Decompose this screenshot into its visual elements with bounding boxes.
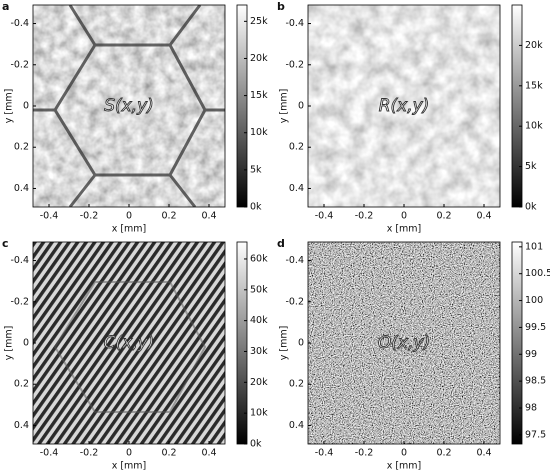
annotation: C(x,y) <box>104 333 155 353</box>
colorbar-tick-label: 10k <box>250 408 268 419</box>
y-axis-label: y [mm] <box>279 89 290 124</box>
panel: -0.4 -0.2 0 0.2 0.4 -0.4 -0.2 0 0.2 0.4 x [mm] y [m… <box>2 237 268 472</box>
x-tick-label: 0.4 <box>201 448 216 459</box>
colorbar-tick-label: 5k <box>525 161 537 172</box>
panel-label: c <box>2 237 9 250</box>
colorbar-tick-label: 99.5 <box>525 322 546 333</box>
colorbar <box>236 4 248 208</box>
y-axis-label: y [mm] <box>279 326 290 361</box>
y-tick-label: -0.4 <box>285 18 304 29</box>
annotation: O(x,y) <box>378 333 430 353</box>
x-tick-label: 0.2 <box>436 448 451 459</box>
x-tick-label: 0 <box>126 448 132 459</box>
x-axis-label: x [mm] <box>387 224 422 235</box>
colorbar-tick-label: 40k <box>250 315 268 326</box>
x-tick-label: 0.2 <box>161 448 176 459</box>
annotation: S(x,y) <box>104 96 154 116</box>
colorbar-tick-label: 100 <box>525 295 543 306</box>
colorbar-tick-label: 20k <box>250 53 268 64</box>
y-tick-label: 0 <box>23 101 29 112</box>
colorbar-tick-label: 30k <box>250 346 268 357</box>
x-tick-label: 0.4 <box>201 211 216 222</box>
panel-label: b <box>277 0 285 13</box>
panel-label: a <box>2 0 9 13</box>
colorbar-tick-label: 20k <box>525 40 543 51</box>
x-tick-label: 0.4 <box>476 448 491 459</box>
y-tick-label: 0.2 <box>289 142 304 153</box>
x-tick-label: -0.4 <box>315 211 334 222</box>
colorbar-tick-label: 20k <box>250 377 268 388</box>
colorbar <box>511 4 523 208</box>
x-tick-label: -0.2 <box>355 448 374 459</box>
y-tick-label: -0.2 <box>285 59 304 70</box>
colorbar-tick-label: 10k <box>525 121 543 132</box>
panel: -0.4 -0.2 0 0.2 0.4 -0.4 -0.2 0 0.2 0.4 x [mm] y [m… <box>2 0 268 235</box>
colorbar-tick-label: 25k <box>250 16 268 27</box>
colorbar-tick-label: 98 <box>525 403 537 414</box>
colorbar-tick-label: 15k <box>525 80 543 91</box>
y-tick-label: 0 <box>23 338 29 349</box>
x-tick-label: 0 <box>401 448 407 459</box>
y-tick-label: 0.4 <box>14 183 29 194</box>
colorbar-tick-label: 0k <box>250 202 262 213</box>
y-tick-label: 0.4 <box>289 420 304 431</box>
colorbar-tick-label: 60k <box>250 253 268 264</box>
x-tick-label: -0.2 <box>355 211 374 222</box>
colorbar <box>236 241 248 445</box>
y-tick-label: -0.4 <box>10 255 29 266</box>
colorbar-tick-label: 99 <box>525 349 537 360</box>
colorbar-tick-label: 50k <box>250 284 268 295</box>
panel-label: d <box>277 237 285 250</box>
y-tick-label: -0.4 <box>285 255 304 266</box>
y-tick-label: 0.2 <box>14 142 29 153</box>
y-tick-label: 0.4 <box>14 420 29 431</box>
x-axis-label: x [mm] <box>387 461 422 472</box>
x-tick-label: -0.2 <box>80 211 99 222</box>
x-tick-label: 0.2 <box>161 211 176 222</box>
y-tick-label: 0.4 <box>289 183 304 194</box>
y-tick-label: 0 <box>298 101 304 112</box>
image <box>33 242 225 444</box>
x-tick-label: -0.4 <box>40 448 59 459</box>
y-tick-label: 0.2 <box>14 379 29 390</box>
y-axis-label: y [mm] <box>4 326 15 361</box>
colorbar <box>511 241 523 445</box>
colorbar-tick-label: 15k <box>250 90 268 101</box>
y-tick-label: -0.4 <box>10 18 29 29</box>
x-tick-label: -0.4 <box>315 448 334 459</box>
colorbar-tick-label: 5k <box>250 164 262 175</box>
y-tick-label: 0 <box>298 338 304 349</box>
panel: -0.4 -0.2 0 0.2 0.4 -0.4 -0.2 0 0.2 0.4 x [mm] y [m… <box>277 0 543 235</box>
colorbar-tick-label: 10k <box>250 127 268 138</box>
colorbar-tick-label: 0k <box>525 202 537 213</box>
x-tick-label: -0.2 <box>80 448 99 459</box>
colorbar-tick-label: 101 <box>525 241 543 252</box>
colorbar-tick-label: 0k <box>250 439 262 450</box>
colorbar-tick-label: 98.5 <box>525 376 546 387</box>
y-tick-label: -0.2 <box>10 59 29 70</box>
image <box>33 5 225 207</box>
x-tick-label: 0 <box>401 211 407 222</box>
x-axis-label: x [mm] <box>112 461 147 472</box>
panel: -0.4 -0.2 0 0.2 0.4 -0.4 -0.2 0 0.2 0.4 x [mm] y [m… <box>277 237 550 472</box>
colorbar-tick-label: 100.5 <box>525 268 550 279</box>
y-tick-label: -0.2 <box>10 296 29 307</box>
y-axis-label: y [mm] <box>4 89 15 124</box>
x-tick-label: -0.4 <box>40 211 59 222</box>
y-tick-label: 0.2 <box>289 379 304 390</box>
x-tick-label: 0 <box>126 211 132 222</box>
x-tick-label: 0.4 <box>476 211 491 222</box>
annotation: R(x,y) <box>379 96 430 116</box>
image <box>308 242 500 444</box>
x-axis-label: x [mm] <box>112 224 147 235</box>
y-tick-label: -0.2 <box>285 296 304 307</box>
colorbar-tick-label: 97.5 <box>525 429 546 440</box>
image <box>308 5 500 207</box>
x-tick-label: 0.2 <box>436 211 451 222</box>
